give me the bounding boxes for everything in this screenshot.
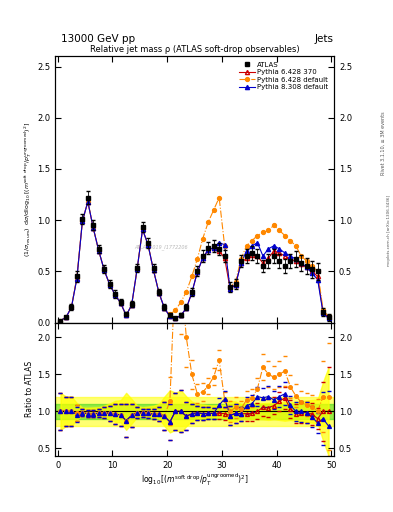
Bar (55, 404, 334, 419)
Text: ATLAS2019_I1772206: ATLAS2019_I1772206 (134, 244, 188, 250)
Text: Rivet 3.1.10, ≥ 3M events: Rivet 3.1.10, ≥ 3M events (381, 112, 386, 175)
X-axis label: $\log_{10}[(m^{\rm soft\ drop}/p_T^{\rm ungroomed})^2]$: $\log_{10}[(m^{\rm soft\ drop}/p_T^{\rm … (141, 472, 248, 488)
Text: Jets: Jets (314, 33, 333, 44)
Y-axis label: $(1/\sigma_{\rm resum})$  d$\sigma$/d$\log_{10}$[$(m^{\rm soft\ drop}/p_T^{\rm u: $(1/\sigma_{\rm resum})$ d$\sigma$/d$\lo… (23, 122, 34, 257)
Legend: ATLAS, Pythia 6.428 370, Pythia 6.428 default, Pythia 8.308 default: ATLAS, Pythia 6.428 370, Pythia 6.428 de… (237, 60, 331, 92)
Bar (55, 396, 334, 426)
Title: Relative jet mass ρ (ATLAS soft-drop observables): Relative jet mass ρ (ATLAS soft-drop obs… (90, 45, 299, 54)
Text: 13000 GeV pp: 13000 GeV pp (61, 33, 135, 44)
Text: mcplots.cern.ch [arXiv:1306.3436]: mcplots.cern.ch [arXiv:1306.3436] (387, 195, 391, 266)
Y-axis label: Ratio to ATLAS: Ratio to ATLAS (25, 361, 34, 417)
